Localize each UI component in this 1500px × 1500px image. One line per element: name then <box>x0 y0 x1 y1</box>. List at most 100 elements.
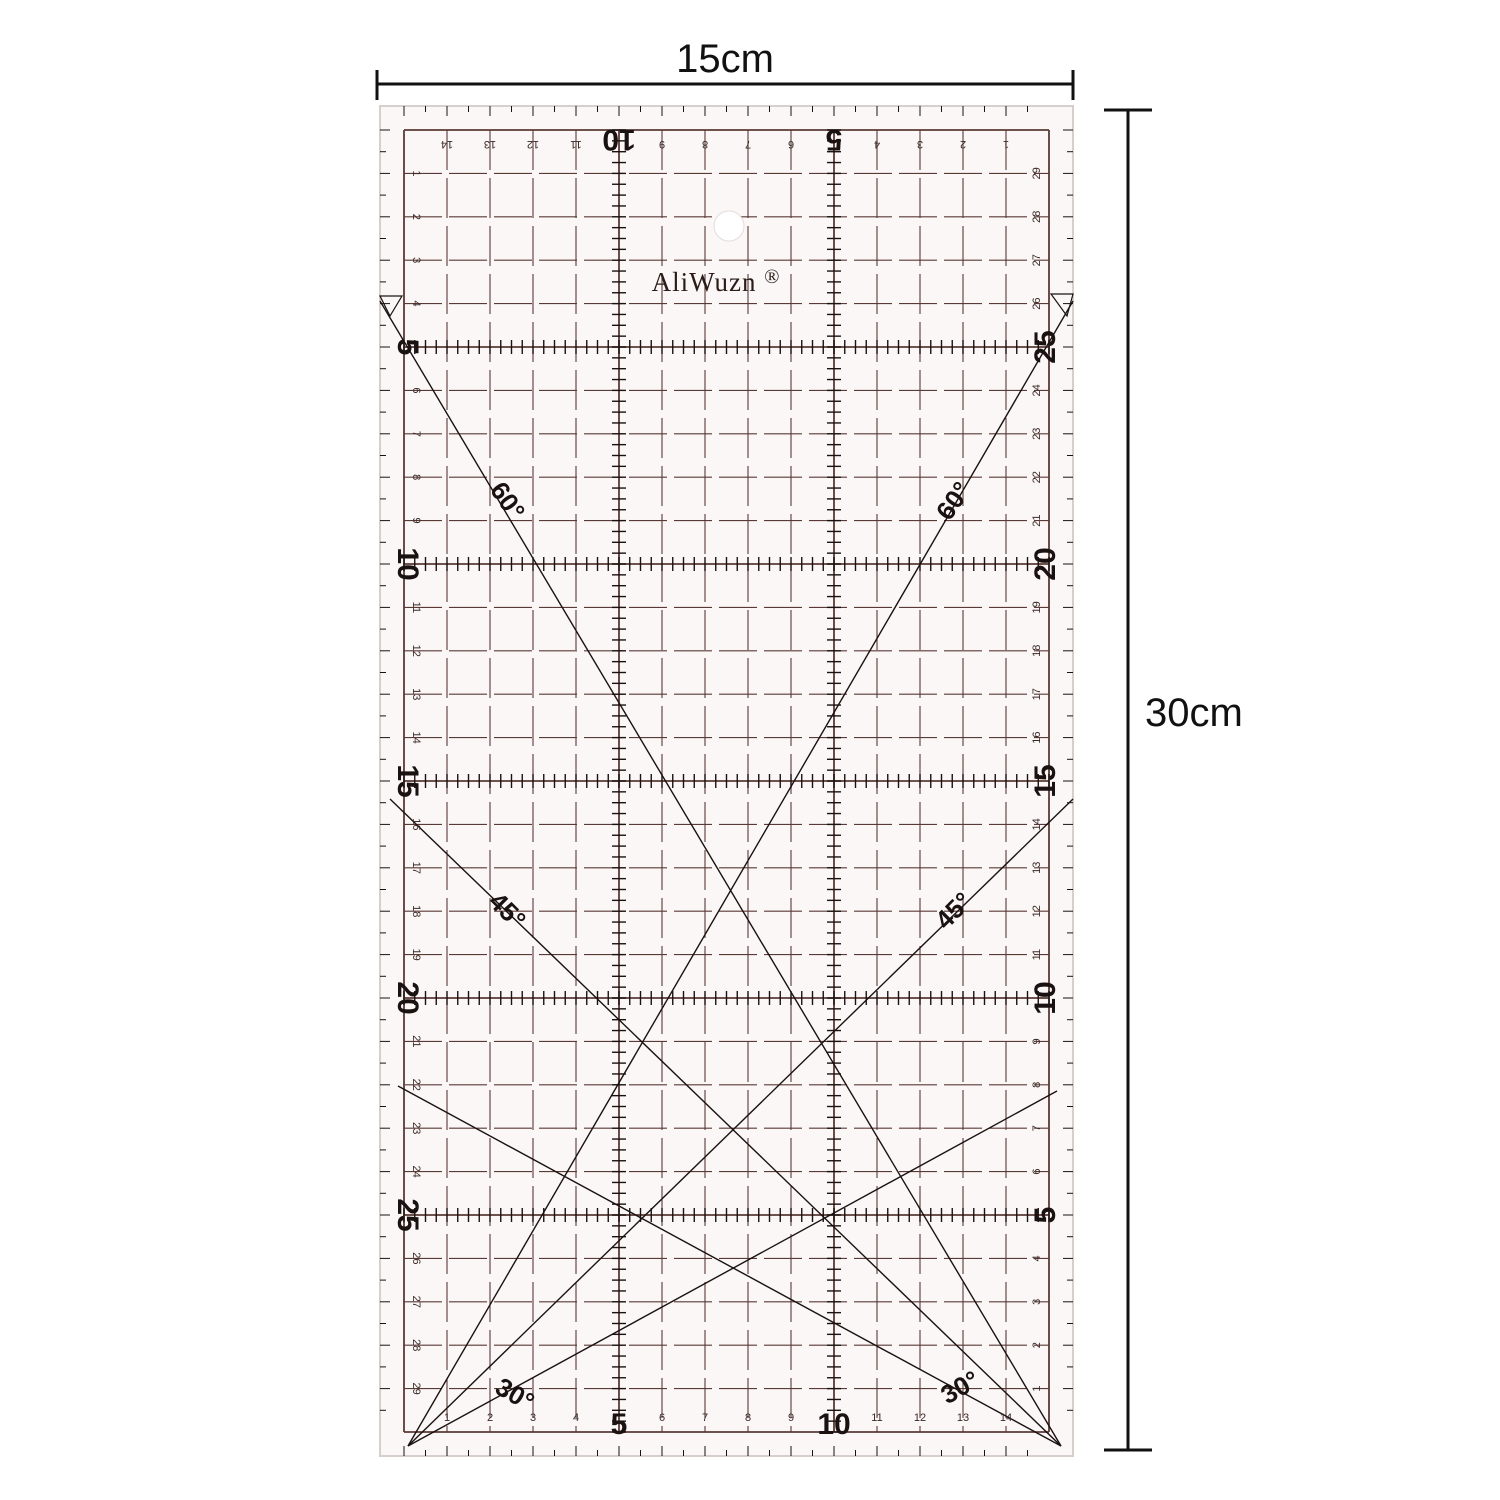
right-number: 16 <box>1031 731 1043 743</box>
left-number: 8 <box>410 474 422 480</box>
brand-mark: ® <box>764 266 780 288</box>
top-number: 14 <box>441 138 453 150</box>
right-number: 24 <box>1031 384 1043 396</box>
angle-lines <box>379 293 1074 1447</box>
left-number: 6 <box>410 387 422 393</box>
right-number: 14 <box>1031 818 1043 830</box>
right-number: 26 <box>1031 297 1043 309</box>
bottom-number: 14 <box>1000 1412 1012 1424</box>
right-number: 1 <box>1031 1386 1043 1392</box>
height-label: 30cm <box>1145 691 1243 735</box>
left-number: 14 <box>410 731 422 743</box>
height-dimension: 30cm <box>1104 108 1243 1452</box>
triangle-marker <box>379 295 404 318</box>
left-number: 16 <box>410 818 422 830</box>
right-number: 8 <box>1031 1082 1043 1088</box>
left-number: 19 <box>410 948 422 960</box>
bottom-number: 12 <box>914 1412 926 1424</box>
top-number: 3 <box>917 138 923 150</box>
bottom-number: 9 <box>788 1412 794 1424</box>
bottom-number: 1 <box>444 1412 450 1424</box>
left-number: 26 <box>410 1252 422 1264</box>
left-number-major: 25 <box>391 1198 424 1231</box>
top-number-major: 10 <box>602 123 635 156</box>
left-number: 4 <box>410 301 422 307</box>
left-number: 7 <box>410 431 422 437</box>
left-number: 2 <box>410 214 422 220</box>
left-number-major: 5 <box>391 339 424 356</box>
bottom-number-major: 5 <box>611 1408 628 1441</box>
right-number-major: 25 <box>1029 330 1062 363</box>
top-number: 11 <box>570 138 581 150</box>
width-dimension: 15cm <box>375 37 1075 100</box>
right-number: 4 <box>1031 1255 1043 1261</box>
right-number-major: 15 <box>1029 764 1062 797</box>
left-number: 23 <box>410 1122 422 1134</box>
top-number: 9 <box>659 138 665 150</box>
top-number: 1 <box>1003 138 1009 150</box>
right-number: 29 <box>1031 167 1043 179</box>
left-number: 22 <box>410 1079 422 1091</box>
left-number: 28 <box>410 1339 422 1351</box>
right-number: 7 <box>1031 1125 1043 1131</box>
bottom-number-major: 10 <box>817 1408 850 1441</box>
right-number-major: 20 <box>1029 547 1062 580</box>
angle-line <box>379 300 1062 1447</box>
right-number: 23 <box>1031 428 1043 440</box>
bottom-number: 4 <box>573 1412 579 1424</box>
top-number: 7 <box>745 138 751 150</box>
left-number: 29 <box>410 1382 422 1394</box>
right-number: 17 <box>1031 688 1043 700</box>
top-number-major: 5 <box>826 123 843 156</box>
left-number-major: 10 <box>391 547 424 580</box>
width-label: 15cm <box>676 37 774 81</box>
angle-line <box>389 798 1062 1447</box>
bottom-number: 8 <box>745 1412 751 1424</box>
right-number: 12 <box>1031 905 1043 917</box>
top-number: 13 <box>484 138 496 150</box>
right-number: 21 <box>1031 514 1043 526</box>
left-number: 1 <box>410 170 422 176</box>
hanging-hole <box>713 210 745 242</box>
top-number: 4 <box>874 138 880 150</box>
right-number: 3 <box>1031 1299 1043 1305</box>
bottom-number: 3 <box>530 1412 536 1424</box>
right-number: 18 <box>1031 645 1043 657</box>
top-number: 2 <box>960 138 966 150</box>
ruler-ticks <box>380 106 1073 1456</box>
left-number: 12 <box>410 645 422 657</box>
bottom-number: 13 <box>957 1412 969 1424</box>
left-number: 24 <box>410 1165 422 1177</box>
top-number: 8 <box>702 138 708 150</box>
right-number: 11 <box>1031 949 1043 960</box>
angle-line <box>407 300 1074 1447</box>
left-number: 3 <box>410 257 422 263</box>
right-number: 28 <box>1031 211 1043 223</box>
right-number: 9 <box>1031 1038 1043 1044</box>
right-number: 27 <box>1031 254 1043 266</box>
bottom-number: 6 <box>659 1412 665 1424</box>
left-number: 17 <box>410 862 422 874</box>
left-number-major: 15 <box>391 764 424 797</box>
right-number: 6 <box>1031 1169 1043 1175</box>
right-number-major: 10 <box>1029 981 1062 1014</box>
bottom-number: 11 <box>871 1412 882 1424</box>
bottom-number: 2 <box>487 1412 493 1424</box>
brand-text: AliWuzn ® <box>652 266 781 297</box>
right-number: 2 <box>1031 1342 1043 1348</box>
left-number: 13 <box>410 688 422 700</box>
left-number: 27 <box>410 1296 422 1308</box>
right-number: 22 <box>1031 471 1043 483</box>
angle-line <box>407 1090 1058 1447</box>
left-number: 11 <box>410 602 422 613</box>
brand-name: AliWuzn <box>652 267 757 297</box>
top-number: 6 <box>788 138 794 150</box>
top-number: 12 <box>527 138 539 150</box>
left-number: 18 <box>410 905 422 917</box>
left-number: 21 <box>410 1035 422 1047</box>
bottom-number: 7 <box>702 1412 708 1424</box>
triangle-marker <box>1049 293 1074 318</box>
left-number: 9 <box>410 518 422 524</box>
